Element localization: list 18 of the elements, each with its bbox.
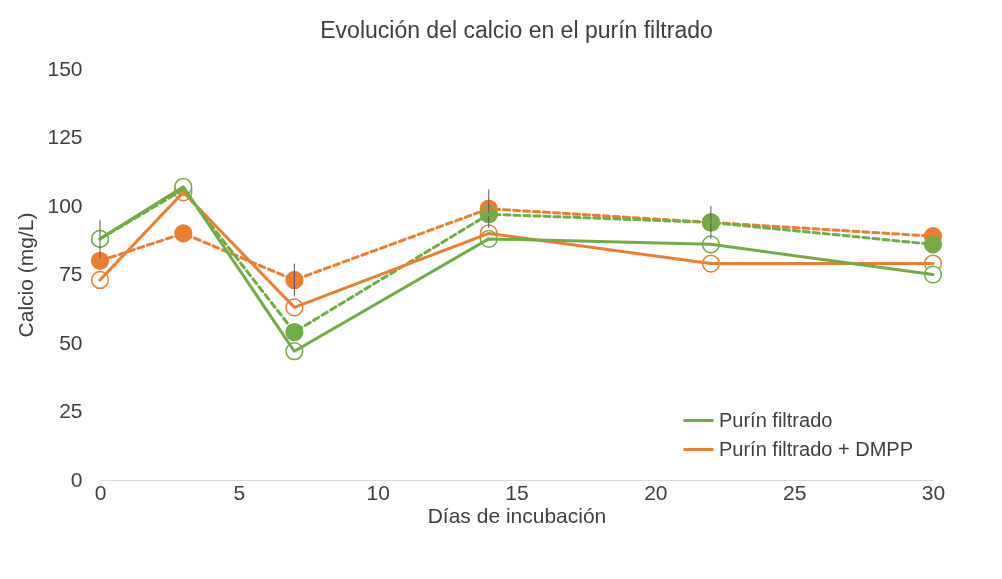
legend-label: Purín filtrado + DMPP (719, 437, 913, 460)
x-tick-label: 0 (94, 480, 107, 504)
y-tick-label: 100 (47, 193, 83, 217)
x-tick-label: 20 (644, 480, 668, 504)
x-tick-label: 25 (782, 480, 807, 504)
x-tick-label: 30 (921, 480, 946, 504)
y-tick-label: 150 (47, 56, 83, 80)
y-tick-label: 125 (47, 125, 83, 148)
y-axis-title: Calcio (mg/L) (14, 212, 38, 338)
legend-label: Purín filtrado (719, 408, 833, 431)
y-tick-label: 50 (59, 330, 83, 354)
x-axis-title: Días de incubación (427, 503, 607, 527)
x-tick-label: 10 (366, 480, 390, 504)
x-tick-label: 5 (233, 480, 246, 504)
x-tick-label: 15 (505, 480, 529, 504)
y-tick-label: 75 (59, 262, 83, 285)
y-tick-label: 25 (59, 399, 83, 422)
chart-title: Evolución del calcio en el purín filtrado (320, 17, 713, 43)
